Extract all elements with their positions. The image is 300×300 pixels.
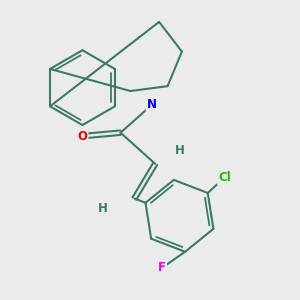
Text: N: N [147,98,157,112]
Text: F: F [158,261,166,274]
Text: O: O [77,130,88,142]
Text: Cl: Cl [218,171,231,184]
Text: H: H [175,143,184,157]
Text: H: H [98,202,108,215]
